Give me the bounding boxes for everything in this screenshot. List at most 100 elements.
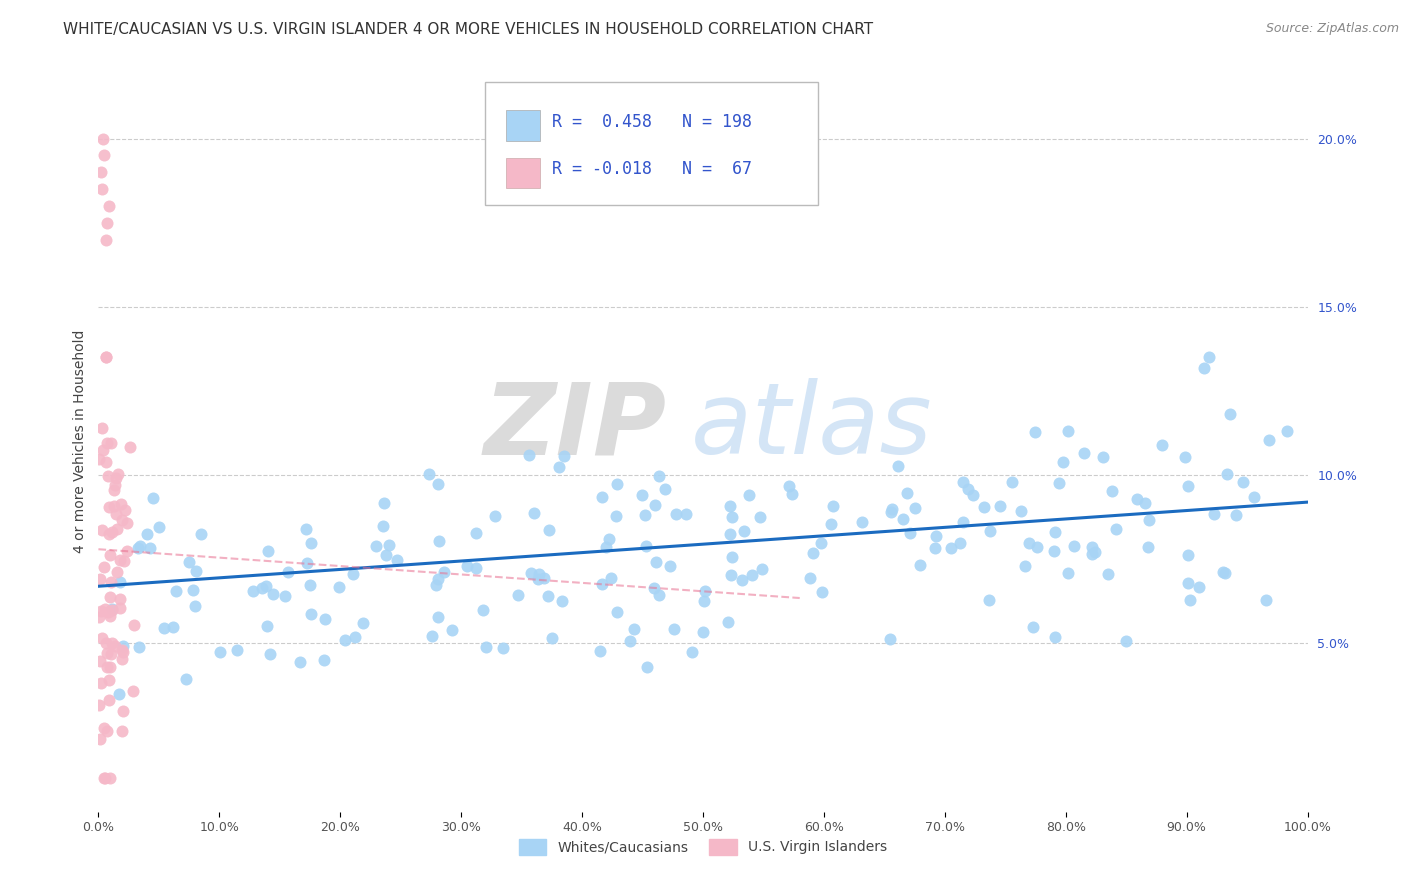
Point (96, 454, 118, 468)
Point (737, 488, 759, 502)
Point (162, 620, 184, 634)
Point (385, 553, 408, 567)
Point (97, 469, 120, 483)
Point (108, 688, 131, 702)
Point (89, 732, 111, 747)
Point (89, 655, 111, 669)
Point (665, 508, 688, 522)
Point (110, 497, 132, 511)
Text: R = -0.018   N =  67: R = -0.018 N = 67 (553, 160, 752, 178)
FancyBboxPatch shape (506, 158, 540, 188)
Point (949, 535, 972, 549)
Point (98, 693, 121, 707)
Point (749, 509, 772, 524)
Point (114, 502, 136, 516)
Point (91, 442, 114, 457)
Point (104, 478, 127, 492)
Point (299, 535, 322, 549)
Point (1177, 479, 1199, 493)
Point (1150, 438, 1173, 452)
Point (1137, 540, 1160, 554)
Point (364, 539, 387, 553)
Point (956, 482, 979, 496)
Point (259, 648, 281, 662)
Point (184, 599, 207, 614)
Point (636, 659, 658, 673)
Point (1081, 547, 1104, 561)
Point (101, 603, 124, 617)
Point (98, 548, 121, 562)
Point (1056, 566, 1078, 580)
Point (94, 602, 117, 616)
Point (427, 572, 450, 586)
Point (427, 534, 450, 549)
Point (820, 517, 842, 532)
Point (142, 491, 165, 505)
Point (537, 589, 560, 603)
Point (100, 436, 122, 450)
Point (333, 633, 356, 648)
Point (352, 616, 374, 631)
Point (1021, 620, 1043, 634)
Point (91, 631, 114, 645)
Point (799, 571, 821, 585)
Point (1043, 524, 1066, 539)
Point (105, 523, 128, 537)
Point (751, 562, 773, 576)
Point (190, 526, 212, 541)
Point (527, 572, 550, 586)
Point (523, 506, 546, 520)
Point (519, 566, 541, 580)
Point (695, 583, 717, 598)
Point (1177, 576, 1199, 591)
Point (93, 771, 115, 785)
Point (492, 641, 515, 656)
Point (440, 623, 463, 637)
Point (801, 546, 824, 560)
Point (226, 643, 249, 657)
Point (93, 560, 115, 574)
Point (644, 498, 666, 512)
Point (1097, 567, 1119, 582)
Point (721, 510, 744, 524)
Point (373, 496, 395, 510)
Point (977, 593, 1000, 607)
Point (93, 721, 115, 735)
Point (1212, 565, 1234, 579)
Point (96, 436, 118, 450)
Point (851, 515, 873, 529)
Point (591, 490, 613, 504)
Point (648, 469, 671, 483)
Point (553, 449, 575, 463)
Point (939, 541, 962, 555)
Point (595, 540, 617, 554)
Point (1202, 508, 1225, 522)
Point (425, 578, 447, 592)
Point (120, 440, 142, 454)
Point (1043, 544, 1066, 558)
Point (1115, 633, 1137, 648)
Point (181, 583, 204, 598)
Point (89, 573, 111, 587)
Point (165, 584, 187, 599)
Point (1177, 549, 1199, 563)
Point (636, 539, 658, 553)
Point (97, 605, 120, 619)
Point (1243, 490, 1265, 504)
Point (1213, 566, 1236, 580)
Point (1056, 424, 1078, 438)
Point (343, 630, 366, 644)
Point (174, 673, 197, 687)
Point (896, 486, 918, 500)
Point (1018, 536, 1040, 550)
Point (256, 619, 278, 633)
Text: atlas: atlas (690, 378, 932, 475)
Point (110, 513, 132, 527)
Point (104, 507, 127, 521)
Point (589, 643, 612, 657)
Point (107, 467, 129, 482)
Point (262, 586, 284, 600)
Point (1178, 592, 1201, 607)
Point (98, 608, 121, 623)
Point (96, 659, 118, 673)
